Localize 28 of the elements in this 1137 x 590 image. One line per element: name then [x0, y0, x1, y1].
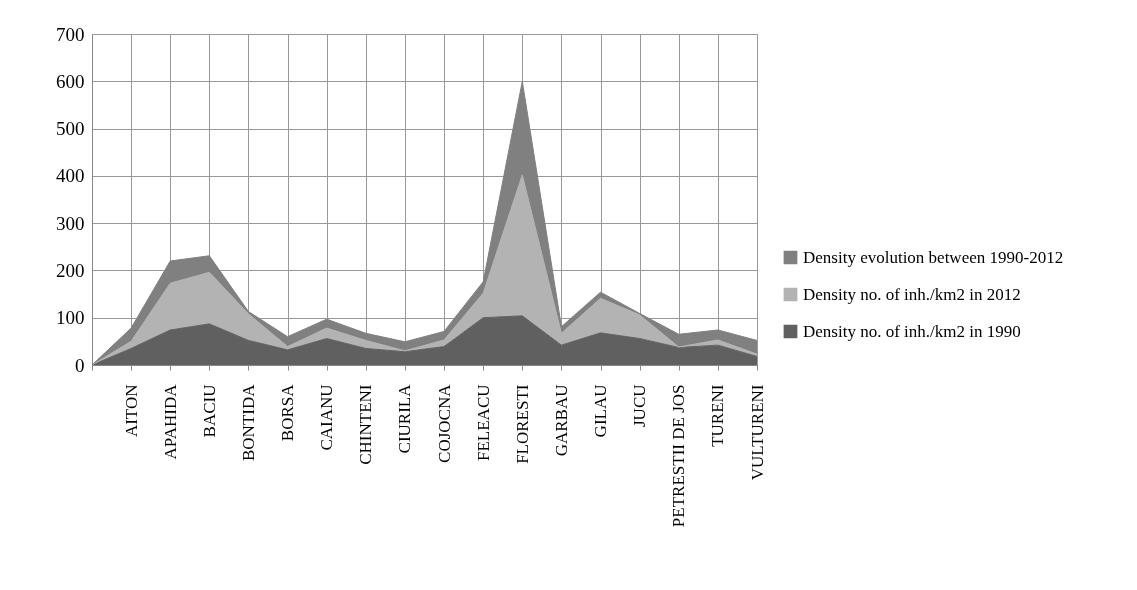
y-tick-label: 400 — [56, 165, 85, 187]
y-tick-label: 100 — [56, 307, 85, 329]
x-tick-label: FELEACU — [473, 384, 493, 461]
x-tick-label: BACIU — [199, 384, 219, 438]
y-tick-label: 0 — [75, 354, 85, 376]
legend-label: Density no. of inh./km2 in 1990 — [803, 321, 1021, 341]
y-tick-label: 500 — [56, 118, 85, 140]
x-tick-label: GARBAU — [551, 384, 571, 457]
legend-label: Density no. of inh./km2 in 2012 — [803, 284, 1021, 304]
x-tick-label: APAHIDA — [160, 383, 180, 460]
x-tick-label: FLORESTI — [512, 384, 532, 464]
x-tick-label: AITON — [121, 384, 141, 438]
x-tick-label: TURENI — [708, 384, 728, 447]
x-tick-label: BONTIDA — [238, 383, 258, 461]
x-tick-label: VULTURENI — [747, 384, 767, 481]
y-tick-label: 700 — [56, 23, 85, 45]
x-tick-label: CAIANU — [317, 384, 337, 451]
x-tick-label: PETRESTII DE JOS — [669, 384, 689, 528]
legend-label: Density evolution between 1990-2012 — [803, 247, 1064, 267]
x-tick-label: COJOCNA — [434, 383, 454, 463]
x-tick-label: CIURILA — [395, 383, 415, 454]
x-tick-label: JUCU — [630, 384, 650, 428]
y-tick-label: 600 — [56, 70, 85, 92]
x-tick-label: CHINTENI — [356, 384, 376, 465]
x-tick-label: GILAU — [591, 384, 611, 438]
y-tick-label: 200 — [56, 259, 85, 281]
y-tick-label: 300 — [56, 212, 85, 234]
x-tick-label: BORSA — [278, 383, 298, 442]
